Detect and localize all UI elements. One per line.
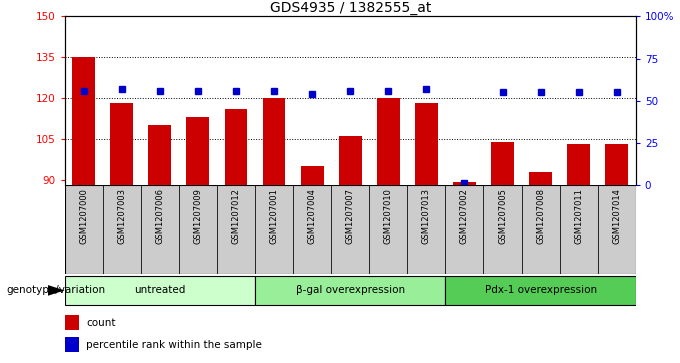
Text: GSM1207003: GSM1207003 bbox=[117, 188, 126, 244]
Bar bbox=[65, 185, 103, 274]
Bar bbox=[453, 183, 476, 185]
Bar bbox=[301, 166, 324, 185]
Bar bbox=[65, 337, 79, 352]
Bar bbox=[377, 98, 400, 185]
Bar bbox=[407, 185, 445, 274]
Text: GSM1207007: GSM1207007 bbox=[345, 188, 355, 244]
Bar bbox=[179, 185, 217, 274]
Bar bbox=[529, 172, 552, 185]
Text: GSM1207008: GSM1207008 bbox=[536, 188, 545, 244]
Text: genotype/variation: genotype/variation bbox=[7, 285, 106, 295]
Bar bbox=[331, 185, 369, 274]
Text: Pdx-1 overexpression: Pdx-1 overexpression bbox=[485, 285, 596, 295]
Text: GSM1207010: GSM1207010 bbox=[384, 188, 393, 244]
Text: GSM1207001: GSM1207001 bbox=[269, 188, 279, 244]
Bar bbox=[110, 103, 133, 185]
Bar bbox=[72, 57, 95, 185]
Text: count: count bbox=[86, 318, 116, 328]
Bar bbox=[491, 142, 514, 185]
Bar bbox=[567, 144, 590, 185]
Bar bbox=[141, 185, 179, 274]
Bar bbox=[186, 117, 209, 185]
Bar bbox=[65, 315, 79, 330]
Text: GSM1207000: GSM1207000 bbox=[79, 188, 88, 244]
Bar bbox=[415, 103, 438, 185]
Bar bbox=[369, 185, 407, 274]
Bar bbox=[255, 185, 293, 274]
Bar bbox=[224, 109, 248, 185]
Bar bbox=[605, 144, 628, 185]
Bar bbox=[483, 185, 522, 274]
Bar bbox=[445, 185, 483, 274]
Bar bbox=[262, 98, 286, 185]
Polygon shape bbox=[48, 285, 65, 296]
Bar bbox=[293, 185, 331, 274]
Bar bbox=[217, 185, 255, 274]
Bar bbox=[65, 276, 255, 305]
Text: GSM1207004: GSM1207004 bbox=[307, 188, 317, 244]
Text: GSM1207011: GSM1207011 bbox=[574, 188, 583, 244]
Bar bbox=[103, 185, 141, 274]
Text: percentile rank within the sample: percentile rank within the sample bbox=[86, 340, 262, 350]
Text: GSM1207002: GSM1207002 bbox=[460, 188, 469, 244]
Bar bbox=[148, 125, 171, 185]
Text: GSM1207014: GSM1207014 bbox=[612, 188, 622, 244]
Bar bbox=[598, 185, 636, 274]
Text: GSM1207012: GSM1207012 bbox=[231, 188, 241, 244]
Bar bbox=[560, 185, 598, 274]
Bar bbox=[522, 185, 560, 274]
Text: GSM1207009: GSM1207009 bbox=[193, 188, 203, 244]
Text: GSM1207005: GSM1207005 bbox=[498, 188, 507, 244]
Bar bbox=[339, 136, 362, 185]
Text: β-gal overexpression: β-gal overexpression bbox=[296, 285, 405, 295]
Text: untreated: untreated bbox=[134, 285, 186, 295]
Bar bbox=[255, 276, 445, 305]
Text: GSM1207006: GSM1207006 bbox=[155, 188, 165, 244]
Bar bbox=[445, 276, 636, 305]
Text: GSM1207013: GSM1207013 bbox=[422, 188, 431, 244]
Title: GDS4935 / 1382555_at: GDS4935 / 1382555_at bbox=[269, 1, 431, 15]
